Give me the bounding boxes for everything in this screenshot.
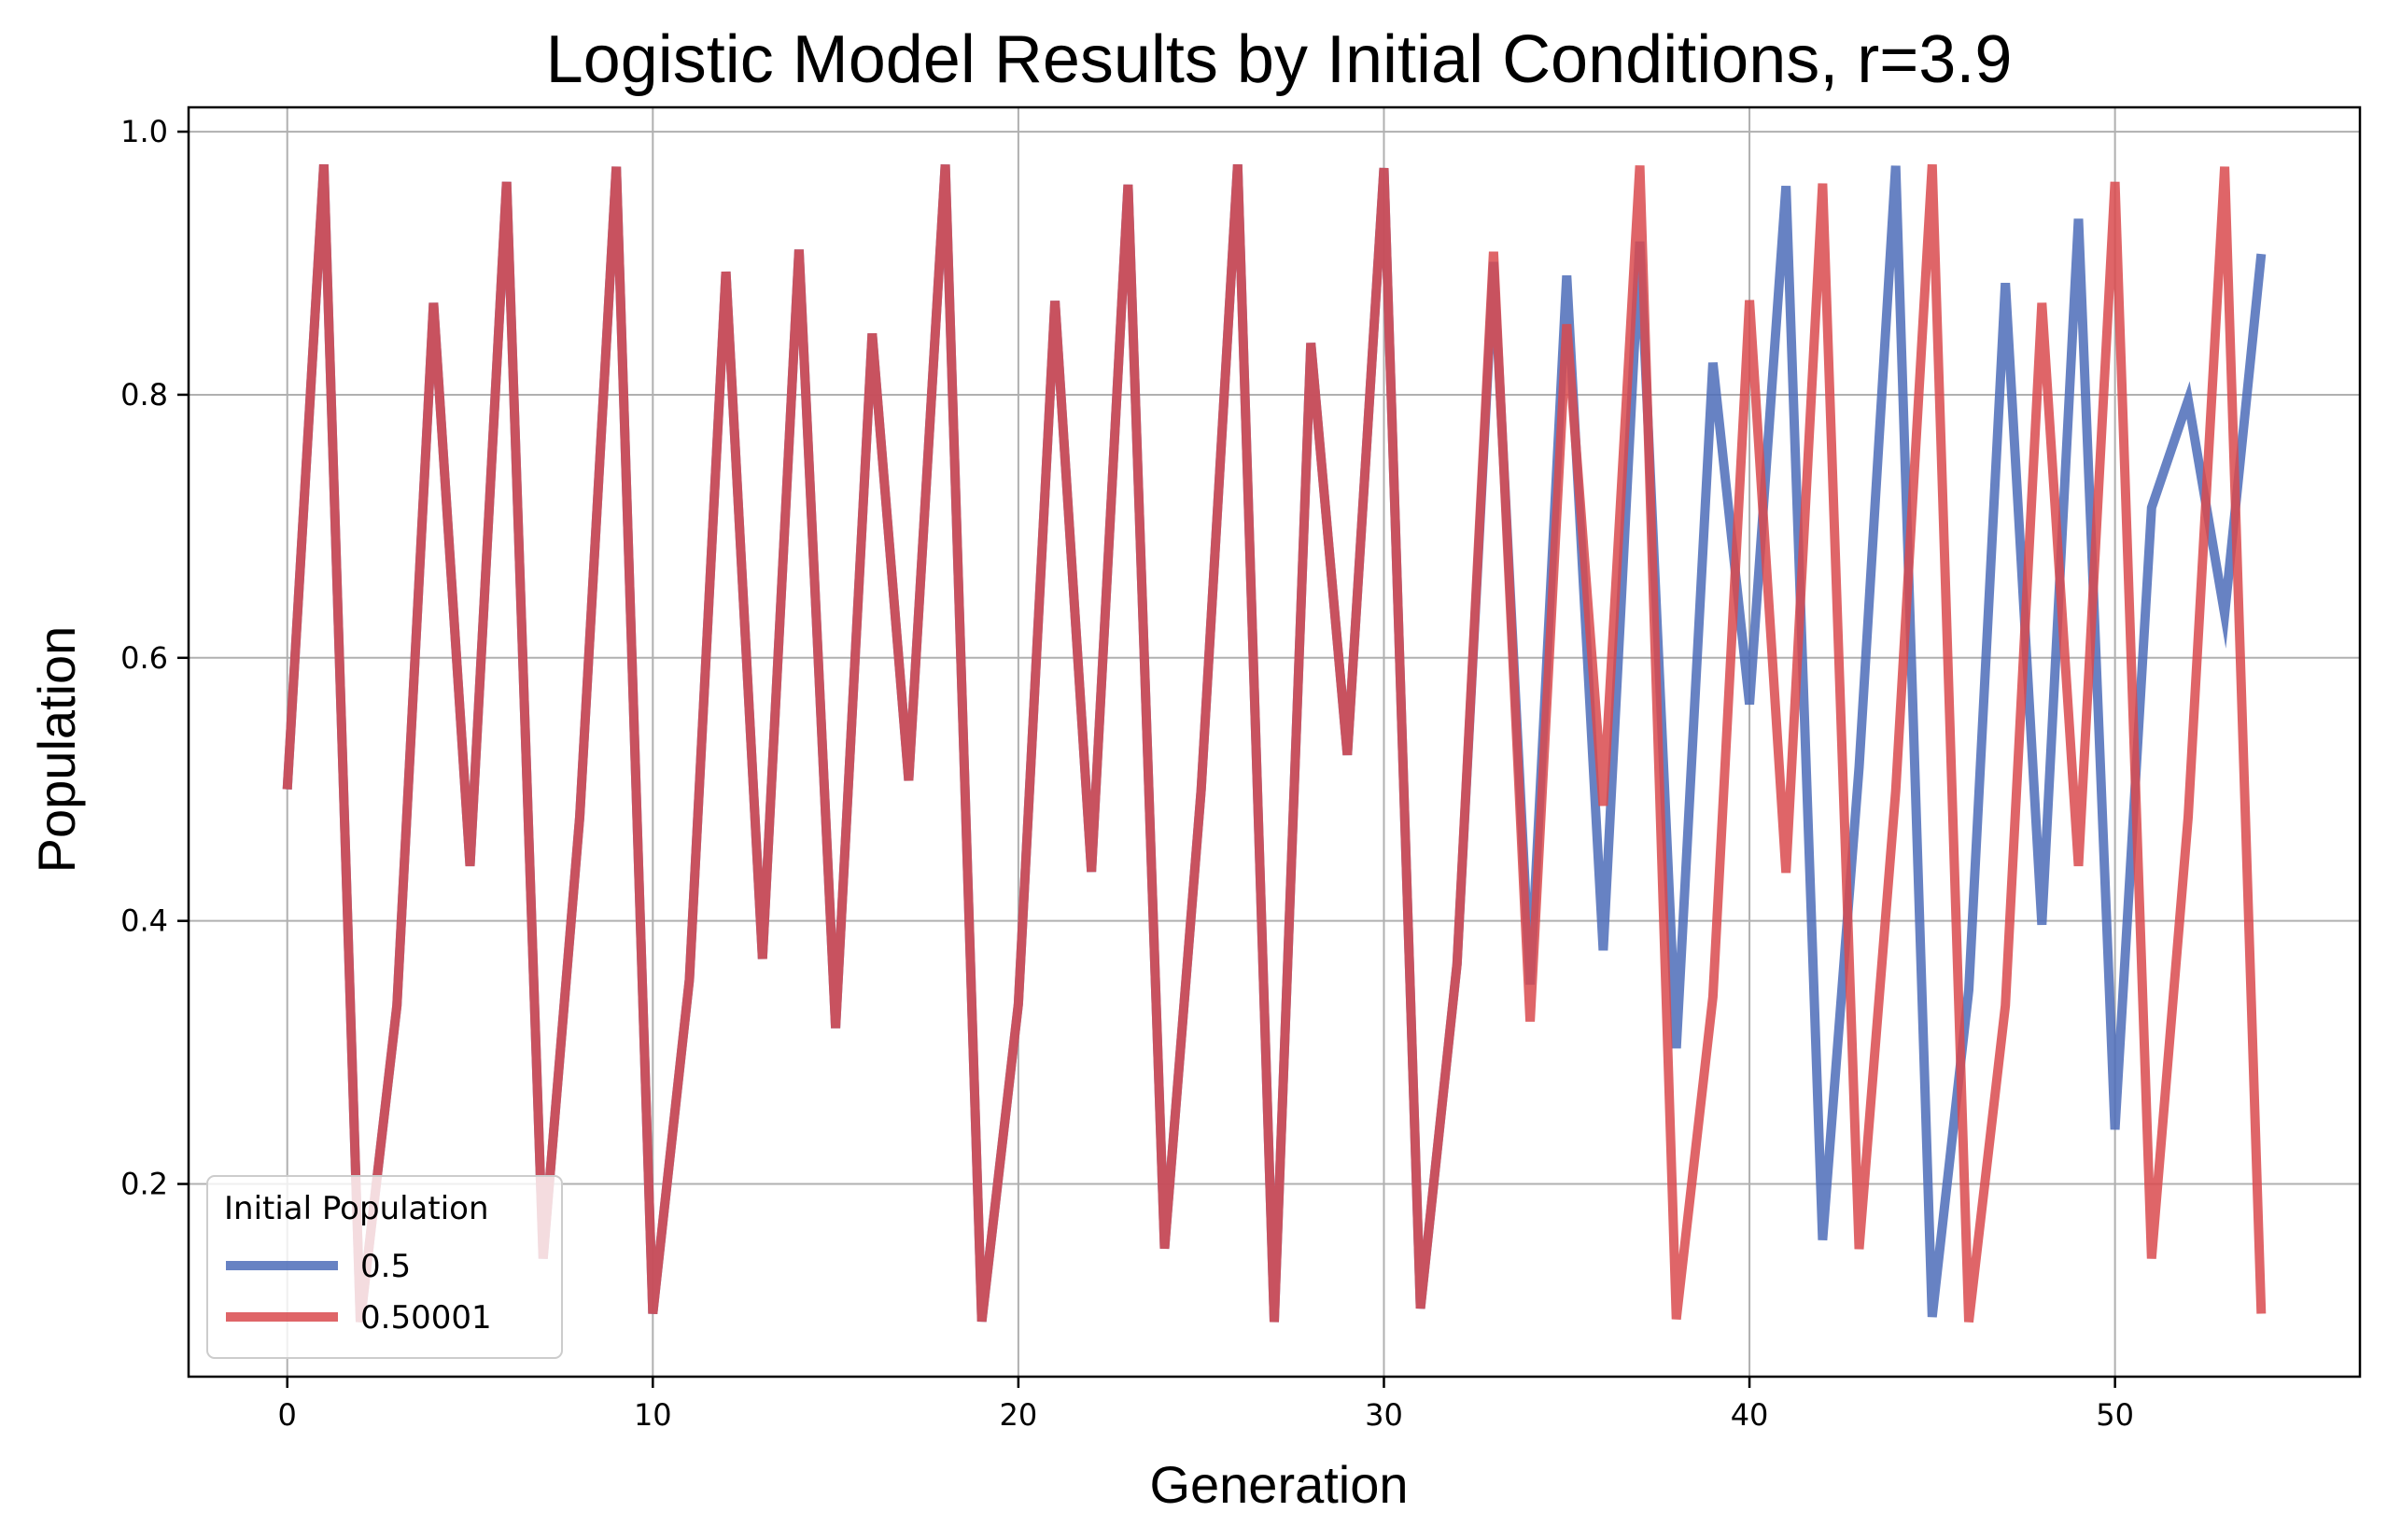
x-tick-label: 0 — [278, 1397, 297, 1433]
plot-area: 0 10 20 30 40 50 0.2 0.4 0.6 0.8 1.0 — [120, 105, 2362, 1433]
x-tick-label: 10 — [634, 1397, 672, 1433]
y-tick-label: 0.4 — [120, 903, 168, 939]
legend-label-2: 0.50001 — [360, 1299, 492, 1337]
y-axis-label: Population — [27, 626, 86, 874]
legend-label-1: 0.5 — [360, 1248, 411, 1285]
y-tick-label: 0.2 — [120, 1167, 168, 1202]
x-tick-label: 30 — [1365, 1397, 1403, 1433]
axes-frame — [187, 105, 2362, 1379]
y-tick-label: 0.6 — [120, 640, 168, 676]
x-tick-label: 50 — [2096, 1397, 2134, 1433]
x-axis-label: Generation — [1149, 1455, 1408, 1514]
legend-title: Initial Population — [224, 1190, 489, 1227]
legend: Initial Population 0.5 0.50001 — [206, 1175, 563, 1359]
series-line-2 — [282, 164, 2267, 1323]
x-tick-label: 40 — [1731, 1397, 1769, 1433]
chart-title: Logistic Model Results by Initial Condit… — [546, 22, 2013, 97]
y-tick-label: 0.8 — [120, 377, 168, 413]
y-tick-label: 1.0 — [120, 114, 168, 149]
x-tick-label: 20 — [1000, 1397, 1038, 1433]
